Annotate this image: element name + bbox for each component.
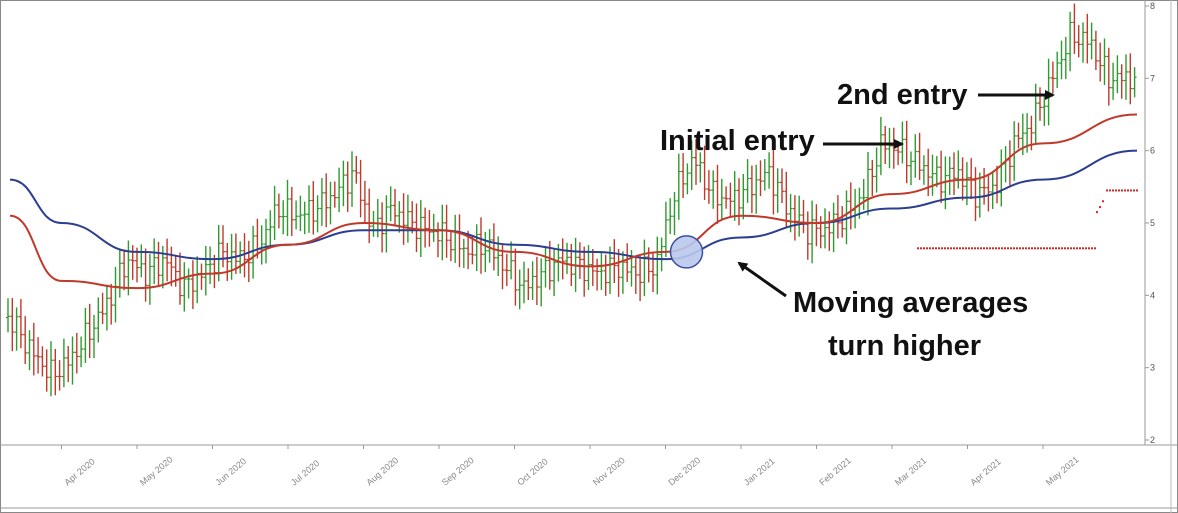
ma-fast-line [9,113,1138,290]
stop-dot [1004,247,1006,250]
stop-dot [1130,189,1132,192]
stop-dot [1016,247,1018,250]
stop-dot [1106,189,1108,192]
annotation-turn-higher: turn higher [828,330,981,362]
stop-dot [986,247,988,250]
stop-dot [1133,189,1135,192]
stop-dot [932,247,934,250]
stop-dot [923,247,925,250]
stop-dot [1037,247,1039,250]
y-tick-label: 7 [1150,73,1155,83]
stop-dot [1046,247,1048,250]
annotation-2nd-entry: 2nd entry [837,79,968,111]
stop-dot [1031,247,1033,250]
stop-dot [1001,247,1003,250]
stop-dot [920,247,922,250]
stop-dot [980,247,982,250]
stop-dot [965,247,967,250]
stop-dot [950,247,952,250]
arrow-moving-averages [737,261,787,298]
stop-dot [947,247,949,250]
stop-dot [1109,189,1111,192]
y-tick-label: 4 [1150,290,1155,300]
stop-dot [1118,189,1120,192]
stop-dot [977,247,979,250]
stop-dot [1019,247,1021,250]
stop-dot [1061,247,1063,250]
stop-dot [959,247,961,250]
stop-dot [944,247,946,250]
stop-dot [1076,247,1078,250]
stop-dot [1025,247,1027,250]
stop-dot [1067,247,1069,250]
stop-dot [926,247,928,250]
stop-dot [1102,200,1104,203]
stop-dot [1040,247,1042,250]
stop-dot [971,247,973,250]
stop-dot [1043,247,1045,250]
stop-dot [1070,247,1072,250]
turn-marker [669,235,704,269]
stop-dot [1013,247,1015,250]
stop-dot [1096,211,1098,214]
stop-dot [1136,189,1138,192]
stop-dot [941,247,943,250]
y-tick-label: 5 [1150,218,1155,228]
ma-slow-line [9,149,1138,261]
stop-dot [968,247,970,250]
y-tick-label: 2 [1150,435,1155,445]
stop-dot [1088,247,1090,250]
stop-dot [1052,247,1054,250]
stop-dot [962,247,964,250]
stop-dot [1082,247,1084,250]
price-bars [6,3,1137,397]
stop-dot [992,247,994,250]
stop-dot [1049,247,1051,250]
stop-dot [1079,247,1081,250]
stop-dot [1127,189,1129,192]
stop-dot [1007,247,1009,250]
stop-dot [1055,247,1057,250]
stop-dot [998,247,1000,250]
stop-dot [1010,247,1012,250]
stop-dot [1064,247,1066,250]
stop-dot [938,247,940,250]
stop-dot [1022,247,1024,250]
stop-dot [935,247,937,250]
stop-dot [974,247,976,250]
stop-dot [1073,247,1075,250]
y-tick-label: 8 [1150,1,1155,11]
stop-dot [1085,247,1087,250]
y-tick-label: 3 [1150,363,1155,373]
stop-dot [983,247,985,250]
stop-dots [917,189,1138,250]
annotation-moving-averages: Moving averages [793,287,1028,319]
stop-dot [989,247,991,250]
stop-dot [1115,189,1117,192]
y-tick-label: 6 [1150,146,1155,156]
stop-dot [1121,189,1123,192]
stop-dot [929,247,931,250]
stop-dot [1034,247,1036,250]
y-tick-labels: 2 3 4 5 6 7 8 [1145,1,1155,445]
stop-dot [1058,247,1060,250]
stop-dot [956,247,958,250]
stop-dot [1091,247,1093,250]
stop-dot [1112,189,1114,192]
stop-dot [995,247,997,250]
annotation-initial-entry: Initial entry [660,125,815,157]
annotations: 2nd entry Initial entry Moving averages … [660,79,1055,362]
stop-dot [1099,206,1101,209]
stop-dot [1094,247,1096,250]
stop-dot [917,247,919,250]
stop-dot [1028,247,1030,250]
stop-dot [953,247,955,250]
stop-dot [1124,189,1126,192]
